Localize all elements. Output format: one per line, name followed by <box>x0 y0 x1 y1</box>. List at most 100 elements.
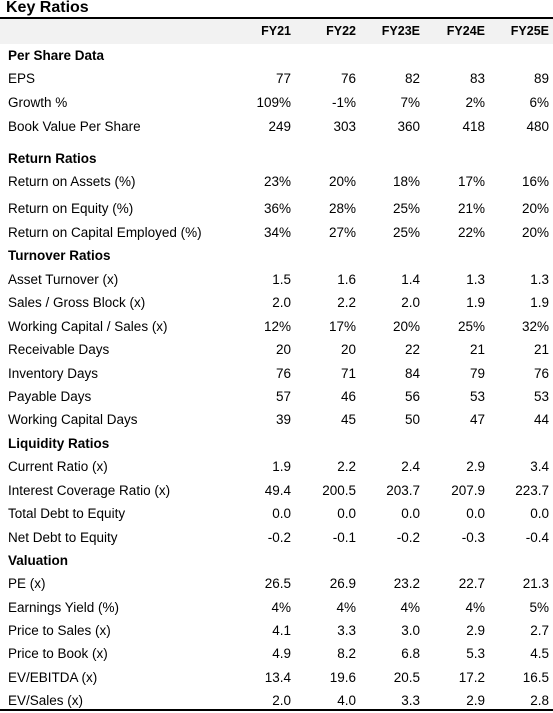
table-cell: 77 <box>275 71 291 86</box>
table-cell: 28% <box>328 201 356 216</box>
table-cell: 50 <box>404 412 420 427</box>
table-row: Receivable Days 20 20 22 21 21 <box>0 338 553 361</box>
table-row: Total Debt to Equity 0.0 0.0 0.0 0.0 0.0 <box>0 502 553 525</box>
table-cell: 17.2 <box>458 670 485 685</box>
row-label: EV/EBITDA (x) <box>8 670 98 685</box>
table-cell: 21 <box>533 342 549 357</box>
table-cell: 8.2 <box>337 646 356 661</box>
table-cell: 3.0 <box>401 623 420 638</box>
table-cell: 21 <box>469 342 485 357</box>
table-cell: 1.3 <box>466 272 485 287</box>
table-cell: 20% <box>521 225 549 240</box>
table-cell: 1.9 <box>530 295 549 310</box>
table-cell: 16% <box>521 174 549 189</box>
table-cell: 6.8 <box>401 646 420 661</box>
table-cell: 76 <box>533 366 549 381</box>
table-cell: 223.7 <box>515 483 549 498</box>
title-divider <box>0 17 553 19</box>
table-cell: 1.3 <box>530 272 549 287</box>
row-label: Working Capital / Sales (x) <box>8 319 168 334</box>
table-cell: 26.5 <box>264 576 291 591</box>
table-cell: 1.5 <box>272 272 291 287</box>
table-cell: 45 <box>340 412 356 427</box>
section-title: Turnover Ratios <box>8 248 111 263</box>
table-cell: 2% <box>465 95 485 110</box>
table-cell: 2.4 <box>401 459 420 474</box>
table-cell: 2.0 <box>401 295 420 310</box>
row-label: PE (x) <box>8 576 46 591</box>
table-cell: 21.3 <box>522 576 549 591</box>
table-row: PE (x) 26.5 26.9 23.2 22.7 21.3 <box>0 572 553 595</box>
table-row: Sales / Gross Block (x) 2.0 2.2 2.0 1.9 1.9 <box>0 291 553 314</box>
table-cell: 1.9 <box>466 295 485 310</box>
table-cell: 4% <box>271 600 291 615</box>
table-cell: 17% <box>328 319 356 334</box>
row-label: Inventory Days <box>8 366 99 381</box>
table-cell: 200.5 <box>322 483 356 498</box>
column-header: FY22 <box>326 24 356 38</box>
table-cell: 20.5 <box>393 670 420 685</box>
row-label: Return on Equity (%) <box>8 201 134 216</box>
table-cell: 13.4 <box>264 670 291 685</box>
row-label: Growth % <box>8 95 68 110</box>
table-bottom-divider <box>0 709 553 711</box>
table-row: Current Ratio (x) 1.9 2.2 2.4 2.9 3.4 <box>0 455 553 478</box>
table-cell: 22.7 <box>458 576 485 591</box>
table-cell: 44 <box>533 412 549 427</box>
table-cell: 2.2 <box>337 459 356 474</box>
table-cell: 57 <box>275 389 291 404</box>
table-cell: 83 <box>469 71 485 86</box>
table-cell: 1.9 <box>272 459 291 474</box>
section-header-row: Per Share Data <box>0 44 553 67</box>
table-row: Inventory Days 76 71 84 79 76 <box>0 362 553 385</box>
table-cell: 76 <box>275 366 291 381</box>
row-label: Current Ratio (x) <box>8 459 108 474</box>
table-cell: 46 <box>340 389 356 404</box>
section-title: Valuation <box>8 553 69 568</box>
table-cell: 25% <box>392 201 420 216</box>
table-cell: 49.4 <box>264 483 291 498</box>
row-label: Total Debt to Equity <box>8 506 126 521</box>
table-cell: 0.0 <box>401 506 420 521</box>
table-cell: 23% <box>263 174 291 189</box>
section-header-row: Liquidity Ratios <box>0 432 553 455</box>
table-row: Price to Sales (x) 4.1 3.3 3.0 2.9 2.7 <box>0 619 553 642</box>
table-cell: 2.9 <box>466 459 485 474</box>
row-label: Receivable Days <box>8 342 110 357</box>
table-cell: 20 <box>340 342 356 357</box>
row-label: Net Debt to Equity <box>8 530 118 545</box>
row-label: Asset Turnover (x) <box>8 272 119 287</box>
table-cell: 0.0 <box>272 506 291 521</box>
table-cell: 2.7 <box>530 623 549 638</box>
table-cell: 27% <box>328 225 356 240</box>
table-cell: 34% <box>263 225 291 240</box>
table-row: Working Capital Days 39 45 50 47 44 <box>0 408 553 431</box>
table-cell: 303 <box>333 119 356 134</box>
table-cell: -0.3 <box>461 530 485 545</box>
table-cell: 4% <box>465 600 485 615</box>
page-title: Key Ratios <box>6 0 89 16</box>
table-cell: 56 <box>404 389 420 404</box>
row-label: Interest Coverage Ratio (x) <box>8 483 171 498</box>
table-cell: 53 <box>533 389 549 404</box>
table-cell: 2.2 <box>337 295 356 310</box>
table-cell: 7% <box>400 95 420 110</box>
table-cell: 4.9 <box>272 646 291 661</box>
table-row: Net Debt to Equity -0.2 -0.1 -0.2 -0.3 -0.4 <box>0 526 553 549</box>
table-cell: 2.9 <box>466 623 485 638</box>
table-cell: 36% <box>263 201 291 216</box>
table-cell: 20% <box>392 319 420 334</box>
table-cell: 47 <box>469 412 485 427</box>
table-cell: 89 <box>533 71 549 86</box>
table-cell: 3.3 <box>337 623 356 638</box>
table-cell: 76 <box>340 71 356 86</box>
table-cell: 249 <box>268 119 291 134</box>
table-cell: 1.6 <box>337 272 356 287</box>
table-row: Return on Equity (%) 36% 28% 25% 21% 20% <box>0 197 553 220</box>
table-cell: 4.1 <box>272 623 291 638</box>
table-header <box>0 19 553 44</box>
table-cell: 2.8 <box>530 693 549 708</box>
table-cell: -1% <box>331 95 356 110</box>
row-label: Price to Book (x) <box>8 646 108 661</box>
table-cell: 17% <box>457 174 485 189</box>
